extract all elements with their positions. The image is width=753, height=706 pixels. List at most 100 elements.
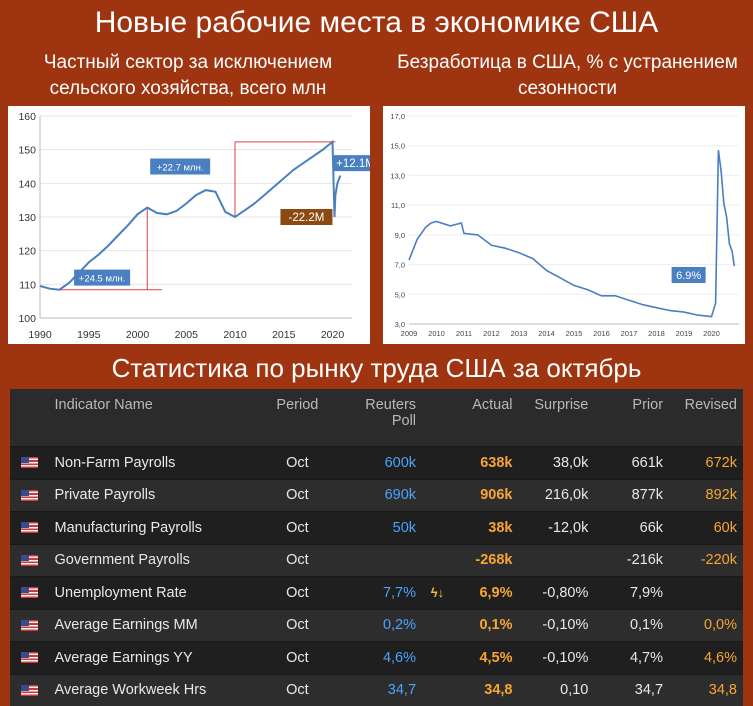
table-section-title: Статистика по рынку труда США за октябрь bbox=[0, 350, 753, 386]
y-tick-label: 3,0 bbox=[395, 320, 405, 329]
actual-value: 4,5% bbox=[453, 641, 519, 674]
x-tick-label: 2010 bbox=[223, 329, 247, 341]
y-tick-label: 100 bbox=[18, 313, 36, 325]
x-tick-label: 2000 bbox=[126, 329, 150, 341]
page-title: Новые рабочие места в экономике США bbox=[0, 0, 753, 48]
us-flag-icon bbox=[21, 620, 38, 631]
x-tick-label: 2011 bbox=[456, 329, 472, 338]
table-row[interactable]: Average Earnings MM Oct 0,2% 0,1% -0,10%… bbox=[10, 609, 743, 642]
annotation-label: -22.2M bbox=[289, 212, 325, 224]
table-row[interactable]: Unemployment Rate Oct 7,7% ϟ↓ 6,9% -0,80… bbox=[10, 576, 743, 609]
annotation-label: +22.7 млн. bbox=[157, 163, 204, 174]
y-tick-label: 15,0 bbox=[390, 142, 405, 151]
table-row[interactable]: Manufacturing Payrolls Oct 50k 38k -12,0… bbox=[10, 511, 743, 544]
indicator-name: Average Earnings MM bbox=[49, 609, 258, 642]
revised-value: 672k bbox=[669, 446, 743, 479]
surprise-value: 38,0k bbox=[519, 446, 595, 479]
surprise-value: 216,0k bbox=[519, 479, 595, 512]
y-tick-label: 11,0 bbox=[391, 201, 405, 210]
period: Oct bbox=[258, 674, 337, 706]
prior-value: 4,7% bbox=[594, 641, 669, 674]
annotation-label: +12.1M bbox=[336, 158, 370, 170]
reuters-poll: 34,7 bbox=[337, 674, 422, 706]
prior-value: 661k bbox=[594, 446, 669, 479]
indicator-name: Private Payrolls bbox=[49, 479, 258, 512]
surprise-value bbox=[519, 544, 595, 577]
actual-value: 34,8 bbox=[453, 674, 519, 706]
y-tick-label: 140 bbox=[18, 178, 36, 190]
surprise-value: -12,0k bbox=[519, 511, 595, 544]
y-tick-label: 160 bbox=[18, 111, 36, 123]
actual-value: 906k bbox=[453, 479, 519, 512]
actual-value: 6,9% bbox=[453, 576, 519, 609]
header-surprise[interactable]: Surprise bbox=[519, 389, 595, 446]
indicator-name: Average Earnings YY bbox=[49, 641, 258, 674]
table-row[interactable]: Average Workweek Hrs Oct 34,7 34,8 0,10 … bbox=[10, 674, 743, 706]
prior-value: 877k bbox=[594, 479, 669, 512]
lightning-down-arrow-icon: ϟ↓ bbox=[431, 585, 444, 600]
indicator-name: Unemployment Rate bbox=[49, 576, 258, 609]
indicator-name: Manufacturing Payrolls bbox=[49, 511, 258, 544]
period: Oct bbox=[258, 609, 337, 642]
annotation-label: +24.5 млн. bbox=[79, 274, 126, 285]
reuters-poll: 600k bbox=[337, 446, 422, 479]
period: Oct bbox=[258, 641, 337, 674]
actual-value: 0,1% bbox=[453, 609, 519, 642]
period: Oct bbox=[258, 479, 337, 512]
x-tick-label: 2009 bbox=[401, 329, 418, 338]
x-tick-label: 2019 bbox=[676, 329, 693, 338]
us-flag-icon bbox=[21, 555, 38, 566]
header-indicator-name[interactable]: Indicator Name bbox=[49, 389, 258, 446]
table-row[interactable]: Government Payrolls Oct -268k -216k -220… bbox=[10, 544, 743, 577]
period: Oct bbox=[258, 576, 337, 609]
header-actual[interactable]: Actual bbox=[453, 389, 519, 446]
header-prior[interactable]: Prior bbox=[594, 389, 669, 446]
x-tick-label: 1990 bbox=[28, 329, 52, 341]
prior-value: 7,9% bbox=[594, 576, 669, 609]
x-tick-label: 1995 bbox=[77, 329, 101, 341]
period: Oct bbox=[258, 544, 337, 577]
indicator-name: Non-Farm Payrolls bbox=[49, 446, 258, 479]
header-revised[interactable]: Revised bbox=[669, 389, 743, 446]
table-row[interactable]: Non-Farm Payrolls Oct 600k 638k 38,0k 66… bbox=[10, 446, 743, 479]
surprise-value: -0,10% bbox=[519, 641, 595, 674]
reuters-poll: 4,6% bbox=[337, 641, 422, 674]
revised-value: 892k bbox=[669, 479, 743, 512]
reuters-poll bbox=[337, 544, 422, 577]
x-tick-label: 2017 bbox=[621, 329, 638, 338]
reuters-poll: 0,2% bbox=[337, 609, 422, 642]
y-tick-label: 130 bbox=[18, 212, 36, 224]
header-poll-line2: Poll bbox=[392, 413, 416, 429]
table-row[interactable]: Private Payrolls Oct 690k 906k 216,0k 87… bbox=[10, 479, 743, 512]
period: Oct bbox=[258, 511, 337, 544]
us-flag-icon bbox=[21, 457, 38, 468]
actual-value: 38k bbox=[453, 511, 519, 544]
y-tick-label: 7,0 bbox=[395, 261, 405, 270]
surprise-value: -0,10% bbox=[519, 609, 595, 642]
us-flag-icon bbox=[21, 652, 38, 663]
indicator-name: Average Workweek Hrs bbox=[49, 674, 258, 706]
x-tick-label: 2020 bbox=[321, 329, 345, 341]
prior-value: 34,7 bbox=[594, 674, 669, 706]
prior-value: -216k bbox=[594, 544, 669, 577]
y-tick-label: 5,0 bbox=[395, 290, 405, 299]
x-tick-label: 2015 bbox=[272, 329, 296, 341]
revised-value: 60k bbox=[669, 511, 743, 544]
x-tick-label: 2005 bbox=[175, 329, 199, 341]
x-tick-label: 2015 bbox=[566, 329, 583, 338]
header-period[interactable]: Period bbox=[258, 389, 337, 446]
revised-value: 34,8 bbox=[669, 674, 743, 706]
us-flag-icon bbox=[21, 587, 38, 598]
table-row[interactable]: Average Earnings YY Oct 4,6% 4,5% -0,10%… bbox=[10, 641, 743, 674]
revised-value: 0,0% bbox=[669, 609, 743, 642]
period: Oct bbox=[258, 446, 337, 479]
indicator-name: Government Payrolls bbox=[49, 544, 258, 577]
us-flag-icon bbox=[21, 522, 38, 533]
header-icon bbox=[422, 389, 453, 446]
y-tick-label: 13,0 bbox=[390, 171, 405, 180]
